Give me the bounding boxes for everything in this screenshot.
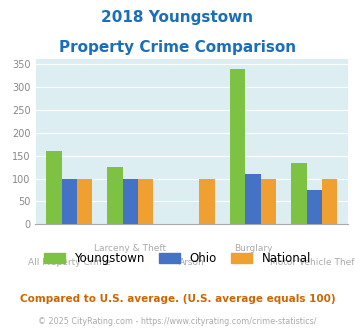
Bar — [77, 179, 92, 224]
Text: Burglary: Burglary — [234, 244, 272, 253]
Text: Compared to U.S. average. (U.S. average equals 100): Compared to U.S. average. (U.S. average … — [20, 294, 335, 304]
Bar — [138, 179, 153, 224]
Bar — [261, 179, 276, 224]
Bar — [61, 179, 77, 224]
Bar — [123, 179, 138, 224]
Bar — [46, 151, 61, 224]
Bar — [322, 179, 337, 224]
Text: Property Crime Comparison: Property Crime Comparison — [59, 40, 296, 54]
Text: Arson: Arson — [179, 258, 204, 267]
Bar — [200, 179, 215, 224]
Text: Larceny & Theft: Larceny & Theft — [94, 244, 166, 253]
Bar — [245, 174, 261, 224]
Text: © 2025 CityRating.com - https://www.cityrating.com/crime-statistics/: © 2025 CityRating.com - https://www.city… — [38, 317, 317, 326]
Text: Motor Vehicle Theft: Motor Vehicle Theft — [270, 258, 355, 267]
Bar — [291, 162, 307, 224]
Text: All Property Crime: All Property Crime — [28, 258, 110, 267]
Legend: Youngstown, Ohio, National: Youngstown, Ohio, National — [39, 247, 316, 270]
Bar — [230, 69, 245, 224]
Bar — [307, 190, 322, 224]
Bar — [108, 167, 123, 224]
Text: 2018 Youngstown: 2018 Youngstown — [102, 10, 253, 25]
